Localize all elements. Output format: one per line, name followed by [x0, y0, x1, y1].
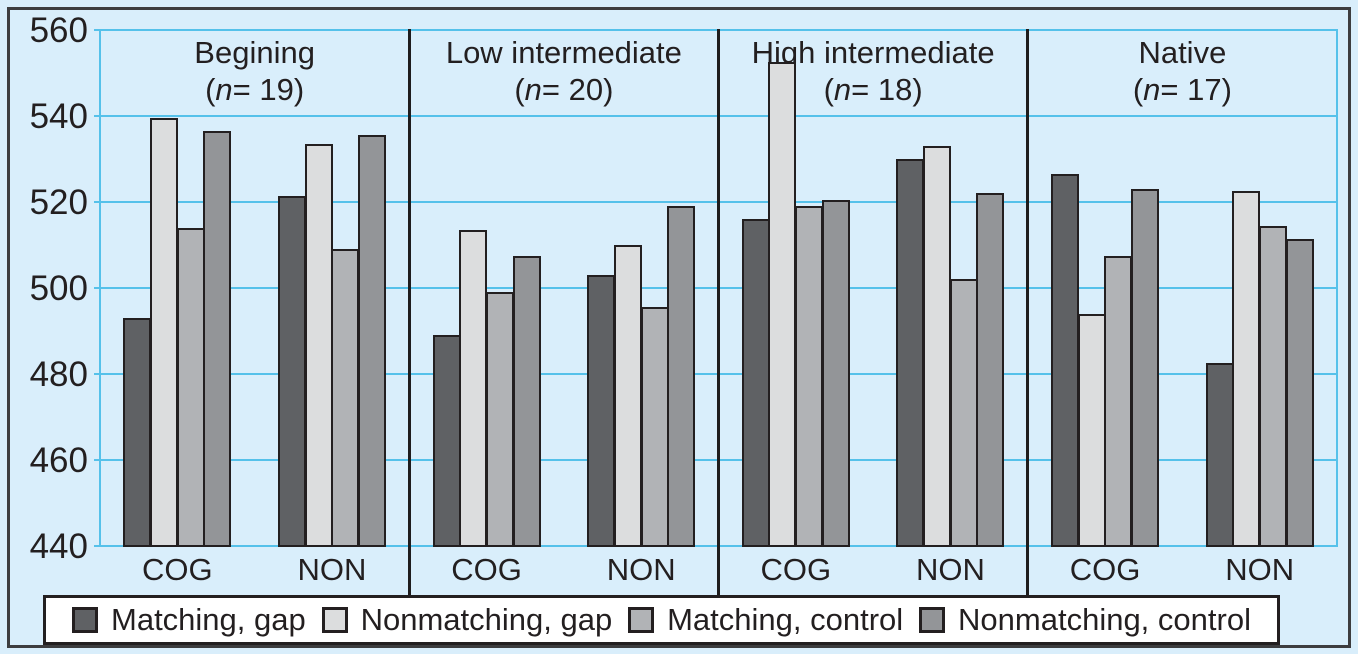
category-label-non: NON: [915, 552, 985, 587]
category-label-non: NON: [1225, 552, 1295, 587]
panel-subtitle-text: (n= 20): [514, 72, 614, 107]
category-label-cog: COG: [451, 552, 522, 587]
bar-cog-s3: [795, 206, 824, 547]
panel-subtitle-text: (n= 19): [205, 72, 305, 107]
gridline-520: [94, 201, 1337, 203]
gridline-540: [94, 115, 1337, 117]
category-label-non: NON: [297, 552, 367, 587]
category-label-cog: COG: [142, 552, 213, 587]
bar-non-s3: [640, 307, 669, 547]
y-tick-label: 500: [29, 269, 88, 308]
bar-cog-s4: [1131, 189, 1160, 547]
panel-title-3: High intermediate (n= 18): [719, 34, 1028, 108]
bar-cog-s4: [821, 199, 850, 547]
legend-label: Nonmatching, control: [958, 602, 1251, 637]
gridline-440: [94, 545, 1337, 547]
panel-separator: [407, 29, 411, 595]
legend-item-4: Nonmatching, control: [919, 602, 1251, 638]
y-tick-label: 560: [29, 11, 88, 50]
bar-cog-s4: [203, 131, 232, 547]
bar-non-s2: [613, 245, 642, 547]
panel-title-text: Begining: [194, 35, 315, 70]
bar-cog-s1: [741, 219, 770, 547]
legend-item-2: Nonmatching, gap: [321, 602, 613, 638]
bar-non-s4: [667, 206, 696, 547]
panel-title-1: Begining (n= 19): [100, 34, 409, 108]
panel-title-4: Native (n= 17): [1028, 34, 1337, 108]
y-tick-label: 440: [29, 527, 88, 566]
y-tick-label: 520: [29, 183, 88, 222]
bar-non-s1: [1205, 363, 1234, 547]
category-label-non: NON: [606, 552, 676, 587]
panel-title-text: High intermediate: [751, 35, 995, 70]
legend-label: Nonmatching, gap: [360, 602, 613, 637]
bar-non-s3: [1259, 225, 1288, 547]
legend-item-3: Matching, control: [628, 602, 903, 638]
category-label-cog: COG: [1069, 552, 1141, 587]
legend-swatch-1: [72, 607, 98, 633]
bar-non-s2: [304, 143, 333, 547]
plot-left-border: [99, 29, 101, 547]
panel-subtitle-text: (n= 18): [823, 72, 923, 107]
bar-cog-s4: [512, 255, 541, 547]
bar-non-s4: [1285, 238, 1314, 547]
panel-title-text: Native: [1138, 35, 1227, 70]
bar-non-s1: [587, 275, 616, 547]
bar-non-s4: [357, 135, 386, 547]
panel-separator: [717, 29, 720, 595]
legend-label: Matching, gap: [111, 602, 306, 637]
gridline-500: [94, 287, 1337, 289]
legend-swatch-2: [321, 607, 348, 633]
bar-cog-s2: [459, 229, 488, 547]
bar-non-s1: [896, 159, 925, 547]
y-tick-label: 540: [29, 97, 88, 136]
legend-label: Matching, control: [667, 602, 904, 637]
bar-cog-s3: [1104, 255, 1133, 547]
bar-non-s4: [976, 193, 1005, 547]
bar-cog-s3: [176, 227, 205, 547]
panel-title-text: Low intermediate: [445, 35, 682, 70]
gridline-560: [94, 29, 1337, 31]
bar-non-s2: [923, 146, 952, 547]
panel-separator: [1026, 29, 1030, 595]
bar-cog-s2: [1077, 313, 1106, 547]
bar-cog-s2: [149, 118, 178, 547]
panel-title-2: Low intermediate (n= 20): [409, 34, 718, 108]
bar-cog-s2: [768, 62, 797, 547]
y-tick-label: 480: [29, 355, 88, 394]
bar-non-s2: [1232, 191, 1261, 547]
category-label-cog: COG: [760, 552, 832, 587]
gridline-460: [94, 459, 1337, 461]
legend-item-1: Matching, gap: [72, 602, 306, 638]
bar-cog-s1: [432, 335, 461, 547]
y-tick-label: 460: [29, 441, 88, 480]
legend: Matching, gap Nonmatching, gap Matching, c…: [43, 595, 1280, 645]
bar-cog-s3: [485, 292, 514, 547]
gridline-480: [94, 373, 1337, 375]
bar-non-s1: [277, 195, 306, 547]
bar-non-s3: [949, 279, 978, 547]
legend-swatch-3: [628, 607, 655, 633]
bar-non-s3: [331, 249, 360, 547]
plot-right-border: [1336, 29, 1338, 547]
panel-subtitle-text: (n= 17): [1132, 72, 1232, 107]
legend-swatch-4: [919, 607, 946, 633]
bar-cog-s1: [123, 318, 152, 547]
bar-cog-s1: [1051, 174, 1079, 547]
